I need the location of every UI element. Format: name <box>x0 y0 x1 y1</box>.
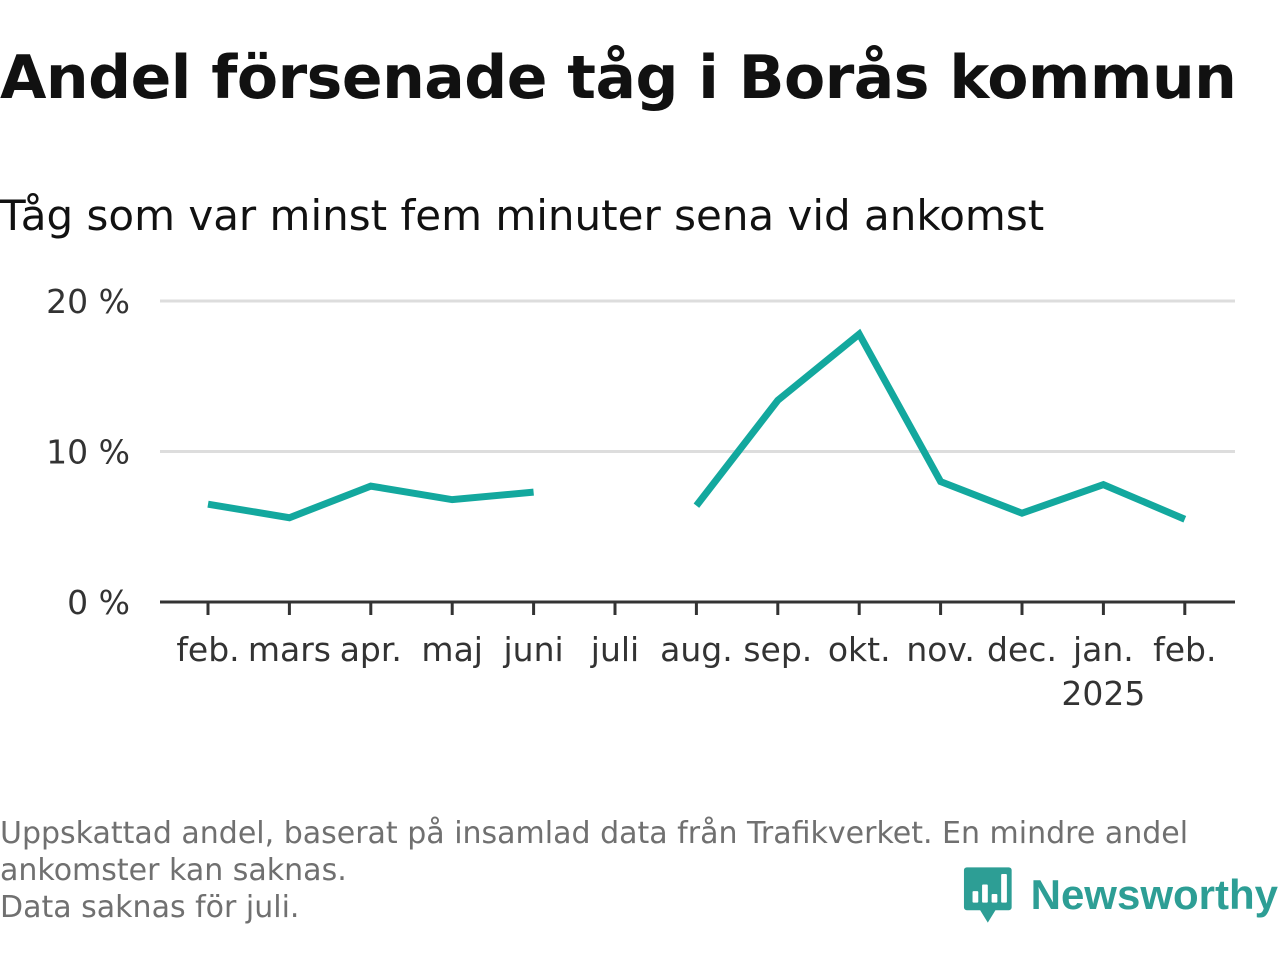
x-tick-sublabel: 2025 <box>1061 674 1145 713</box>
x-tick-label: apr. <box>340 630 402 669</box>
x-tick-label: sep. <box>743 630 812 669</box>
chart-title: Andel försenade tåg i Borås kommun <box>0 43 1237 113</box>
series-line-segment <box>693 328 1187 523</box>
x-tick-label: juli <box>590 630 639 669</box>
x-tick-label: feb. <box>176 630 239 669</box>
x-tick-label: juni <box>503 630 564 669</box>
x-tick-label: aug. <box>660 630 733 669</box>
footnote-line-1: Uppskattad andel, baserat på insamlad da… <box>0 816 1189 851</box>
chart-subtitle: Tåg som var minst fem minuter sena vid a… <box>0 191 1045 240</box>
y-tick-label: 20 % <box>46 282 130 321</box>
x-tick-label: nov. <box>906 630 975 669</box>
x-tick-label: jan. <box>1072 630 1134 669</box>
x-tick-label: feb. <box>1153 630 1216 669</box>
line-chart: 0 %10 %20 %feb. mars apr. maj juni juli aug. se… <box>46 282 1235 713</box>
x-tick-label: okt. <box>828 630 891 669</box>
newsworthy-logo[interactable]: Newsworthy <box>963 862 1278 928</box>
footnote: Uppskattad andel, baserat på insamlad da… <box>0 815 1270 926</box>
x-tick-label: maj <box>421 630 483 669</box>
brand-name: Newsworthy <box>1030 871 1278 918</box>
y-tick-label: 0 % <box>67 583 130 622</box>
bar-chart-speech-icon <box>963 867 1012 923</box>
y-tick-label: 10 % <box>46 433 130 472</box>
series-line-segment <box>207 482 534 522</box>
x-tick-label: mars <box>248 630 331 669</box>
x-tick-label: dec. <box>987 630 1057 669</box>
footnote-line-2: ankomster kan saknas. <box>0 853 347 888</box>
footnote-line-3: Data saknas för juli. <box>0 890 300 925</box>
